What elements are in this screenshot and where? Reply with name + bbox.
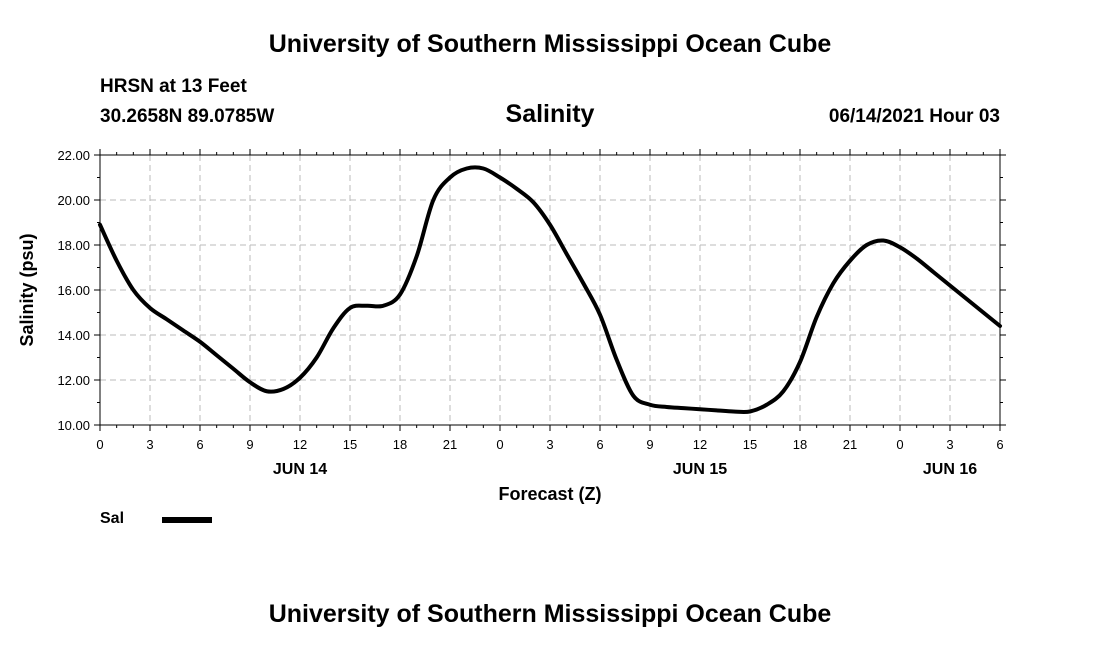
x-tick-label: 18 [393,437,407,452]
x-tick-label: 0 [96,437,103,452]
x-tick-label: 12 [293,437,307,452]
x-tick-label: 9 [246,437,253,452]
legend-swatch [162,517,212,523]
y-tick-label: 10.00 [57,418,90,433]
x-tick-label: 9 [646,437,653,452]
page-title: University of Southern Mississippi Ocean… [268,30,832,58]
x-tick-label: 3 [146,437,153,452]
y-axis-label: Salinity (psu) [17,233,37,346]
x-tick-label: 21 [843,437,857,452]
x-tick-label: 0 [496,437,503,452]
x-tick-label: 6 [596,437,603,452]
x-tick-label: 15 [343,437,357,452]
y-tick-label: 20.00 [57,193,90,208]
x-tick-label: 0 [896,437,903,452]
legend-label: Sal [100,510,125,527]
y-tick-label: 14.00 [57,328,90,343]
x-tick-label: 3 [546,437,553,452]
station-label: HRSN at 13 Feet [100,76,247,97]
x-tick-label: 12 [693,437,707,452]
x-tick-label: 6 [196,437,203,452]
x-tick-label: 18 [793,437,807,452]
date-label: JUN 14 [273,461,327,478]
x-axis-label: Forecast (Z) [498,484,601,504]
x-tick-label: 21 [443,437,457,452]
series-line-sal [98,165,1002,415]
forecast-datetime: 06/14/2021 Hour 03 [828,106,1000,127]
x-tick-label: 6 [996,437,1003,452]
footer-title: University of Southern Mississippi Ocean… [268,600,832,628]
y-tick-label: 12.00 [57,373,90,388]
coordinates-label: 30.2658N 89.0785W [100,106,275,127]
date-label: JUN 16 [923,461,977,478]
y-tick-label: 16.00 [57,283,90,298]
date-label: JUN 15 [673,461,727,478]
y-tick-label: 18.00 [57,238,90,253]
y-tick-label: 22.00 [57,148,90,163]
x-tick-label: 3 [946,437,953,452]
x-tick-label: 15 [743,437,757,452]
chart-title: Salinity [505,100,595,128]
